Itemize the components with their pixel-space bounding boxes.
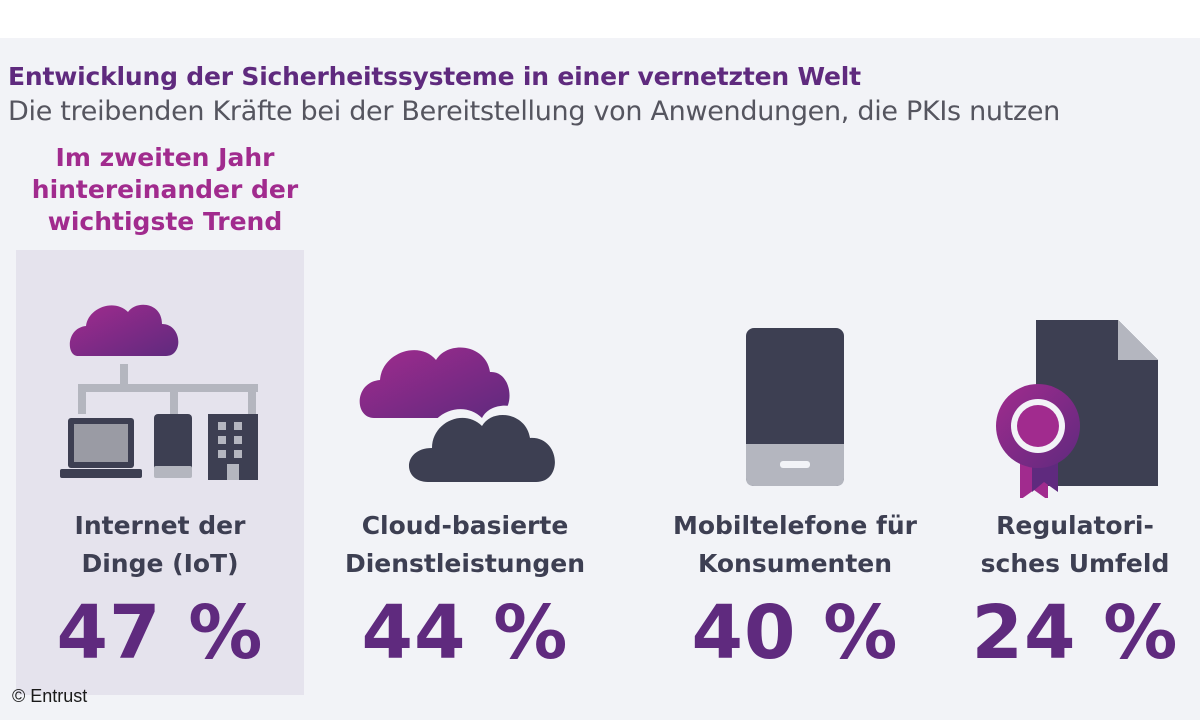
category-label: Internet der Dinge (IoT) — [74, 511, 246, 578]
category-label: Regulatori- sches Umfeld — [980, 511, 1170, 578]
category-label: Mobiltelefone für Konsumenten — [672, 511, 918, 578]
mobile-phone-icon — [670, 268, 920, 498]
category-column-iot: Internet der Dinge (IoT) 47 % — [16, 250, 304, 695]
iot-network-icon — [16, 268, 304, 498]
category-column-regulatory: Regulatori- sches Umfeld 24 % — [960, 250, 1190, 695]
copyright-credit: © Entrust — [12, 686, 88, 706]
regulatory-certificate-icon — [960, 268, 1190, 498]
value-label: 44 % — [361, 590, 569, 676]
chart-title: Entwicklung der Sicherheitssysteme in ei… — [8, 62, 861, 91]
value-label: 47 % — [56, 590, 264, 676]
chart-subtitle: Die treibenden Kräfte bei der Bereitstel… — [8, 96, 1060, 127]
highlight-note: Im zweiten Jahr hintereinander der wicht… — [31, 143, 299, 236]
category-column-cloud: Cloud-basierte Dienstleistungen 44 % — [340, 250, 590, 695]
category-label: Cloud-basierte Dienstleistungen — [344, 511, 586, 578]
cloud-services-icon — [340, 268, 590, 498]
value-label: 40 % — [691, 590, 899, 676]
category-column-mobile: Mobiltelefone für Konsumenten 40 % — [670, 250, 920, 695]
value-label: 24 % — [971, 590, 1179, 676]
